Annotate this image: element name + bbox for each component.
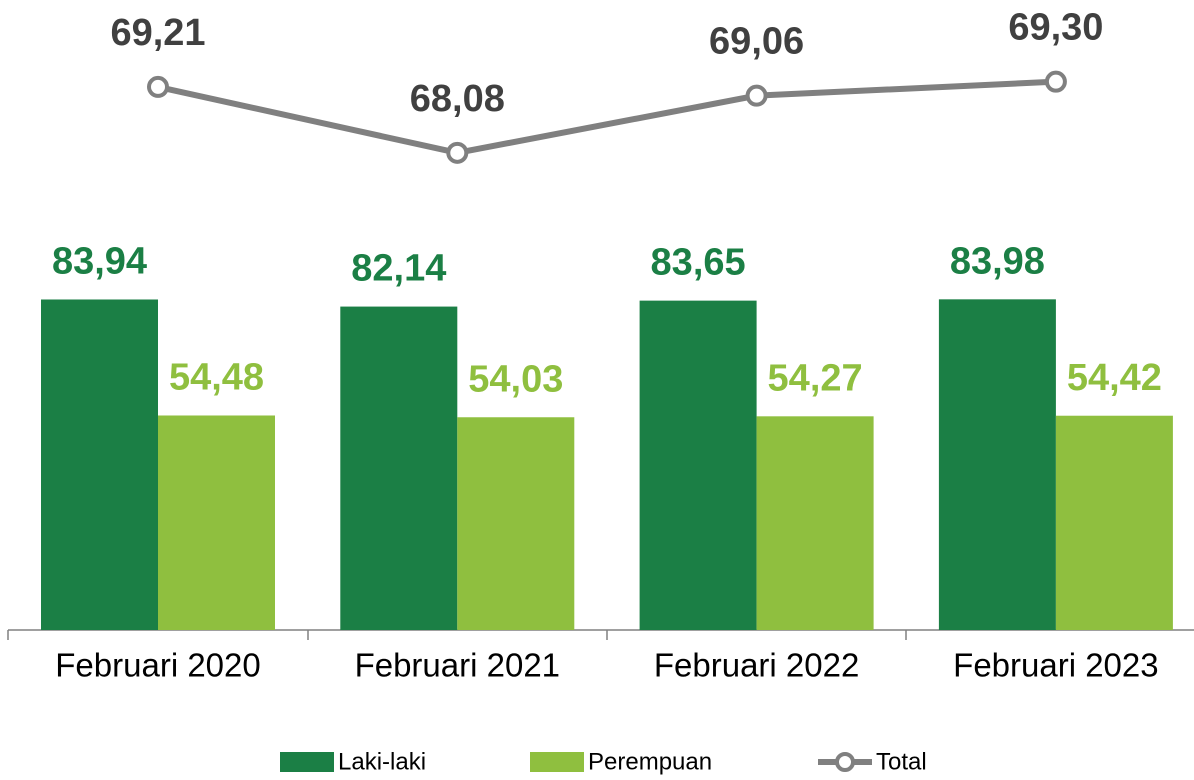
value-label: 69,21: [110, 12, 205, 54]
legend-label: Laki-laki: [338, 748, 426, 775]
x-tick-label: Februari 2020: [55, 647, 260, 684]
x-tick-label: Februari 2022: [654, 647, 859, 684]
bar: [1055, 415, 1173, 630]
line: [157, 78, 1057, 156]
line-point: [446, 141, 469, 164]
value-label: 83,65: [651, 242, 746, 284]
legend-swatch: [280, 752, 334, 772]
bar: [938, 299, 1056, 630]
legend-swatch: [530, 752, 584, 772]
bar: [457, 417, 575, 630]
value-label: 83,98: [950, 240, 1045, 282]
bar: [41, 299, 158, 630]
value-label: 83,94: [52, 241, 147, 283]
bar: [158, 415, 275, 630]
bar: [756, 416, 874, 630]
line-point: [147, 75, 169, 98]
axis-ticks: [7, 630, 907, 640]
value-label: 69,06: [709, 21, 804, 63]
value-label: 69,30: [1008, 7, 1103, 49]
bar: [340, 306, 458, 630]
x-tick-label: Februari 2023: [953, 647, 1158, 684]
value-label: 54,03: [468, 358, 563, 400]
value-label: 54,27: [768, 357, 863, 399]
value-label: 54,42: [1067, 357, 1162, 399]
bar: [639, 300, 757, 630]
legend-label: Total: [876, 748, 927, 775]
x-tick-label: Februari 2021: [355, 647, 560, 684]
line-point: [745, 84, 768, 107]
line-point: [1044, 70, 1067, 93]
value-label: 82,14: [351, 248, 446, 290]
legend-label: Perempuan: [588, 748, 712, 775]
value-label: 68,08: [410, 78, 505, 120]
value-label: 54,48: [169, 357, 264, 399]
legend-marker: [835, 752, 855, 772]
